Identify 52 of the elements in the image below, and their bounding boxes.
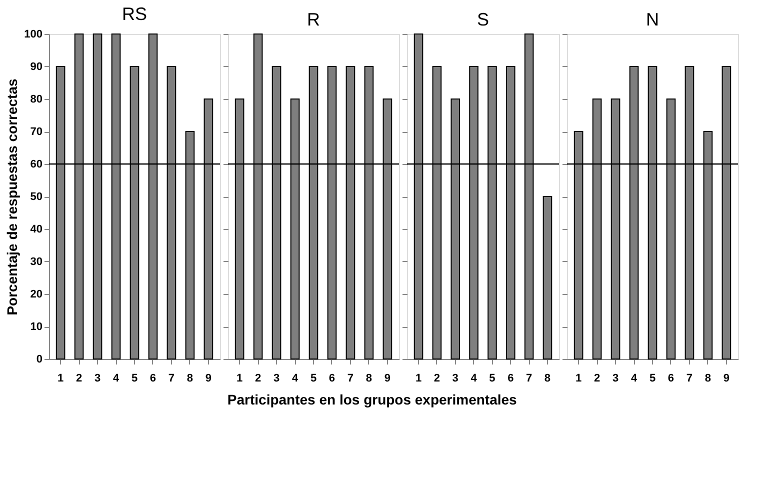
x-tick-label: 1 <box>236 372 243 384</box>
x-tick-label: 5 <box>310 372 317 384</box>
y-tick-label: 30 <box>30 256 42 268</box>
y-tick-label: 10 <box>30 321 42 333</box>
x-axis-title: Participantes en los grupos experimentales <box>227 392 518 408</box>
x-tick-label: 4 <box>112 372 120 384</box>
chart-title: RS <box>122 4 148 24</box>
x-tick-label: 6 <box>668 372 674 384</box>
x-tick-label: 1 <box>57 372 64 384</box>
x-tick-label: 6 <box>328 372 336 384</box>
y-tick-label: 90 <box>30 61 42 73</box>
x-tick-label: 9 <box>723 372 730 384</box>
x-tick-label: 4 <box>630 372 638 384</box>
y-tick-label: 50 <box>30 191 42 203</box>
y-tick-label: 70 <box>30 126 42 138</box>
x-tick-label: 4 <box>292 372 299 384</box>
x-tick-label: 5 <box>649 372 656 384</box>
x-tick-label: 8 <box>186 372 194 384</box>
x-tick-label: 3 <box>94 372 101 384</box>
x-tick-label: 3 <box>612 372 619 384</box>
x-tick-label: 6 <box>508 372 514 384</box>
x-tick-label: 5 <box>489 372 496 384</box>
y-axis-title: Porcentaje de respuestas correctas <box>4 78 20 316</box>
x-tick-label: 8 <box>704 372 712 384</box>
x-tick-label: 7 <box>686 372 693 384</box>
x-tick-label: 7 <box>347 372 354 384</box>
x-tick-label: 2 <box>76 372 82 384</box>
x-tick-label: 9 <box>205 372 212 384</box>
chart-title: N <box>646 10 659 30</box>
x-tick-label: 3 <box>452 372 458 384</box>
x-tick-label: 7 <box>526 372 532 384</box>
y-tick-label: 100 <box>24 28 42 40</box>
x-tick-label: 1 <box>575 372 582 384</box>
y-tick-label: 80 <box>30 94 42 106</box>
x-tick-label: 2 <box>434 372 440 384</box>
x-tick-label: 8 <box>544 372 551 384</box>
y-tick-label: 0 <box>36 354 42 366</box>
x-tick-label: 3 <box>273 372 280 384</box>
y-tick-label: 60 <box>30 158 42 170</box>
chart-title: R <box>307 10 320 30</box>
x-tick-label: 9 <box>384 372 391 384</box>
y-tick-label: 40 <box>30 224 42 236</box>
x-tick-label: 2 <box>254 372 262 384</box>
x-tick-label: 7 <box>168 372 175 384</box>
x-tick-label: 5 <box>131 372 138 384</box>
y-tick-label: 20 <box>30 288 42 300</box>
x-tick-label: 8 <box>366 372 372 384</box>
x-tick-label: 4 <box>470 372 478 384</box>
x-tick-label: 1 <box>415 372 422 384</box>
x-tick-label: 6 <box>150 372 156 384</box>
chart-title: S <box>476 10 490 30</box>
x-tick-label: 2 <box>594 372 600 384</box>
